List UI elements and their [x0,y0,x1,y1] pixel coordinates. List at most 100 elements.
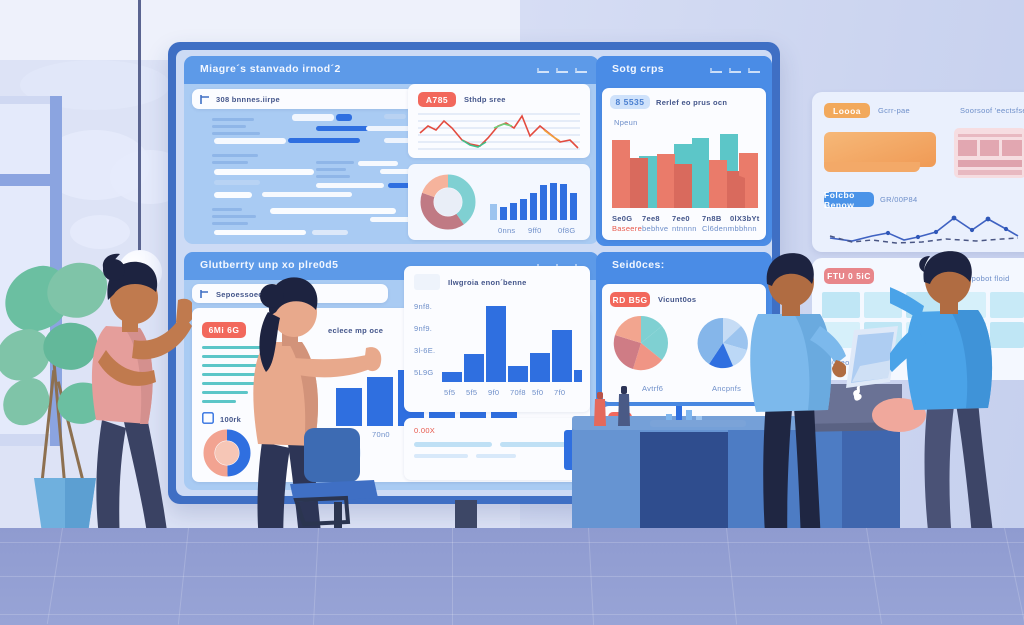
quarterly-card-title: eclece mp oce [328,326,384,335]
sub-search-value: Sepoessoeciun [216,290,275,299]
pink-table-cell [958,140,977,156]
region-tick: 5f5 [466,388,478,397]
setg-subtitle: Rerlef eo prus ocn [656,98,728,107]
quarterly-badge: 6Mi 6G [202,322,246,338]
table-label: 0f-pobot floid [962,274,1010,283]
pies-subtitle: Vicunt0os [658,295,697,304]
table-chip[interactable]: FTU 0 5iC [824,268,874,284]
lamp-cord [138,0,141,255]
trend-badge: A785 [418,92,456,107]
maximize-icon[interactable] [556,68,568,73]
region-tick: 70f8 [510,388,526,397]
mini-bar-chart [490,183,577,220]
region-footer-strip[interactable]: 0.00X [404,418,590,480]
region-tick: 9f0 [488,388,500,397]
panel-region-bars[interactable]: Ilwgroia enon´benne 9nf8. 9nf9. 3l-6E. 5… [404,266,590,412]
donut-chart-a [203,429,251,477]
panel-setg-crps[interactable]: Sotg crps 8 5535 Rerlef eo prus ocn Npeu… [596,56,772,246]
dashed-chart-label: GR/00P84 [880,195,918,204]
pie-label-right: Ancpnfs [712,384,742,393]
setg-subtick: nbbhnn [730,224,757,233]
orange-chip[interactable]: Loooa [824,103,870,118]
setg-crps-card: 8 5535 Rerlef eo prus ocn Npeun [602,88,766,240]
window-controls[interactable] [537,68,587,73]
close-icon[interactable] [748,68,760,73]
pink-table-row [958,134,1022,137]
panel-right-label: Gcrr-pae [878,106,910,115]
donut-chart-top [420,174,476,230]
dashed-line-chart [829,215,1019,244]
pink-table-cell [980,140,999,156]
filter-icon [200,95,209,104]
setg-tick: Se0G [612,214,633,223]
minimize-icon[interactable] [710,68,722,73]
orange-block-underbar [824,162,920,172]
window-pane [0,104,52,174]
setg-subtick: Cl6denn [702,224,733,233]
blue-chip-button[interactable]: Folcbo Benow [824,190,874,210]
mini-bar-tick: 0f8G [558,226,576,235]
pie-chart-right [697,317,748,369]
quarterly-tick: 70n0 [372,430,390,439]
region-tick: 7f0 [554,388,566,397]
pies-card: RD B5G Vicunt0os [602,284,766,402]
maximize-icon[interactable] [729,68,741,73]
pie-chart-left [613,315,669,371]
setg-tick: 0lX3bYt [730,214,760,223]
setg-tick: 7ee8 [642,214,660,223]
region-ytick: 5L9G [414,368,434,377]
panel-trend-line[interactable]: A785 Sthdp sree [408,84,590,158]
trend-line-chart [418,113,580,150]
search-value: 308 bnnnes.iirpe [216,95,280,104]
legend-swatch-icon [202,412,214,424]
setg-bar-chart [612,134,758,208]
setg-axis-label: Npeun [614,118,638,127]
pies-badge: RD B5G [610,292,650,307]
region-bar-chart [442,306,582,382]
region-icon-placeholder [414,274,440,290]
cloud-shape [70,215,130,249]
legend-label: 100rk [220,415,242,424]
panel-right-dashboard: Loooa Gcrr-pae Soorsoof 'eectsfse Folcbo… [812,92,1024,252]
minimize-icon[interactable] [537,68,549,73]
region-tick: 5f0 [532,388,544,397]
mini-bar-tick: 0nns [498,226,516,235]
region-ytick: 9nf8. [414,302,433,311]
water-bottle-red [594,392,606,426]
close-icon[interactable] [575,68,587,73]
window-mullion [0,174,60,186]
setg-tick: 7n8B [702,214,722,223]
region-footer-chip: 0.00X [414,426,436,435]
orange-block-card [824,132,936,167]
panel-header: Seid0ces: [596,252,772,280]
tablet[interactable] [840,326,904,392]
panel-donut-bars[interactable]: 0nns 9ff0 0f8G [408,164,590,240]
panel-title: Miagre´s stanvado irnod´2 [200,63,341,75]
setg-subtick: ntnnnn [672,224,697,233]
region-tick: 5f5 [444,388,456,397]
setg-badge: 8 5535 [610,95,650,109]
region-ytick: 3l-6E. [414,346,436,355]
window-controls[interactable] [710,68,760,73]
floor [0,527,1024,625]
pink-table-row [958,160,1022,167]
mini-bar-tick: 9ff0 [528,226,542,235]
trend-title: Sthdp sree [464,95,506,104]
panel-right-secondary-label: Soorsoof 'eectsfse [960,106,1024,115]
filter-icon [200,290,208,298]
floor-tile-lines [0,527,1024,625]
region-title: Ilwgroia enon´benne [448,278,527,287]
setg-subtick: Baseere [612,224,643,233]
panel-header: Miagre´s stanvado irnod´2 [184,56,599,84]
panel-title: Glutberrty unp xo plre0d5 [200,259,339,271]
pie-label-left: Avtrf6 [642,384,664,393]
region-ytick: 9nf9. [414,324,433,333]
setg-subtick: bebhve [642,224,669,233]
panel-title: Seid0ces: [612,259,665,271]
search-bar[interactable]: 308 bnnnes.iirpe [192,89,414,109]
setg-tick: 7ee0 [672,214,690,223]
water-bottle-navy [618,386,630,426]
desk-tray [650,420,746,427]
panel-title: Sotg crps [612,63,665,75]
